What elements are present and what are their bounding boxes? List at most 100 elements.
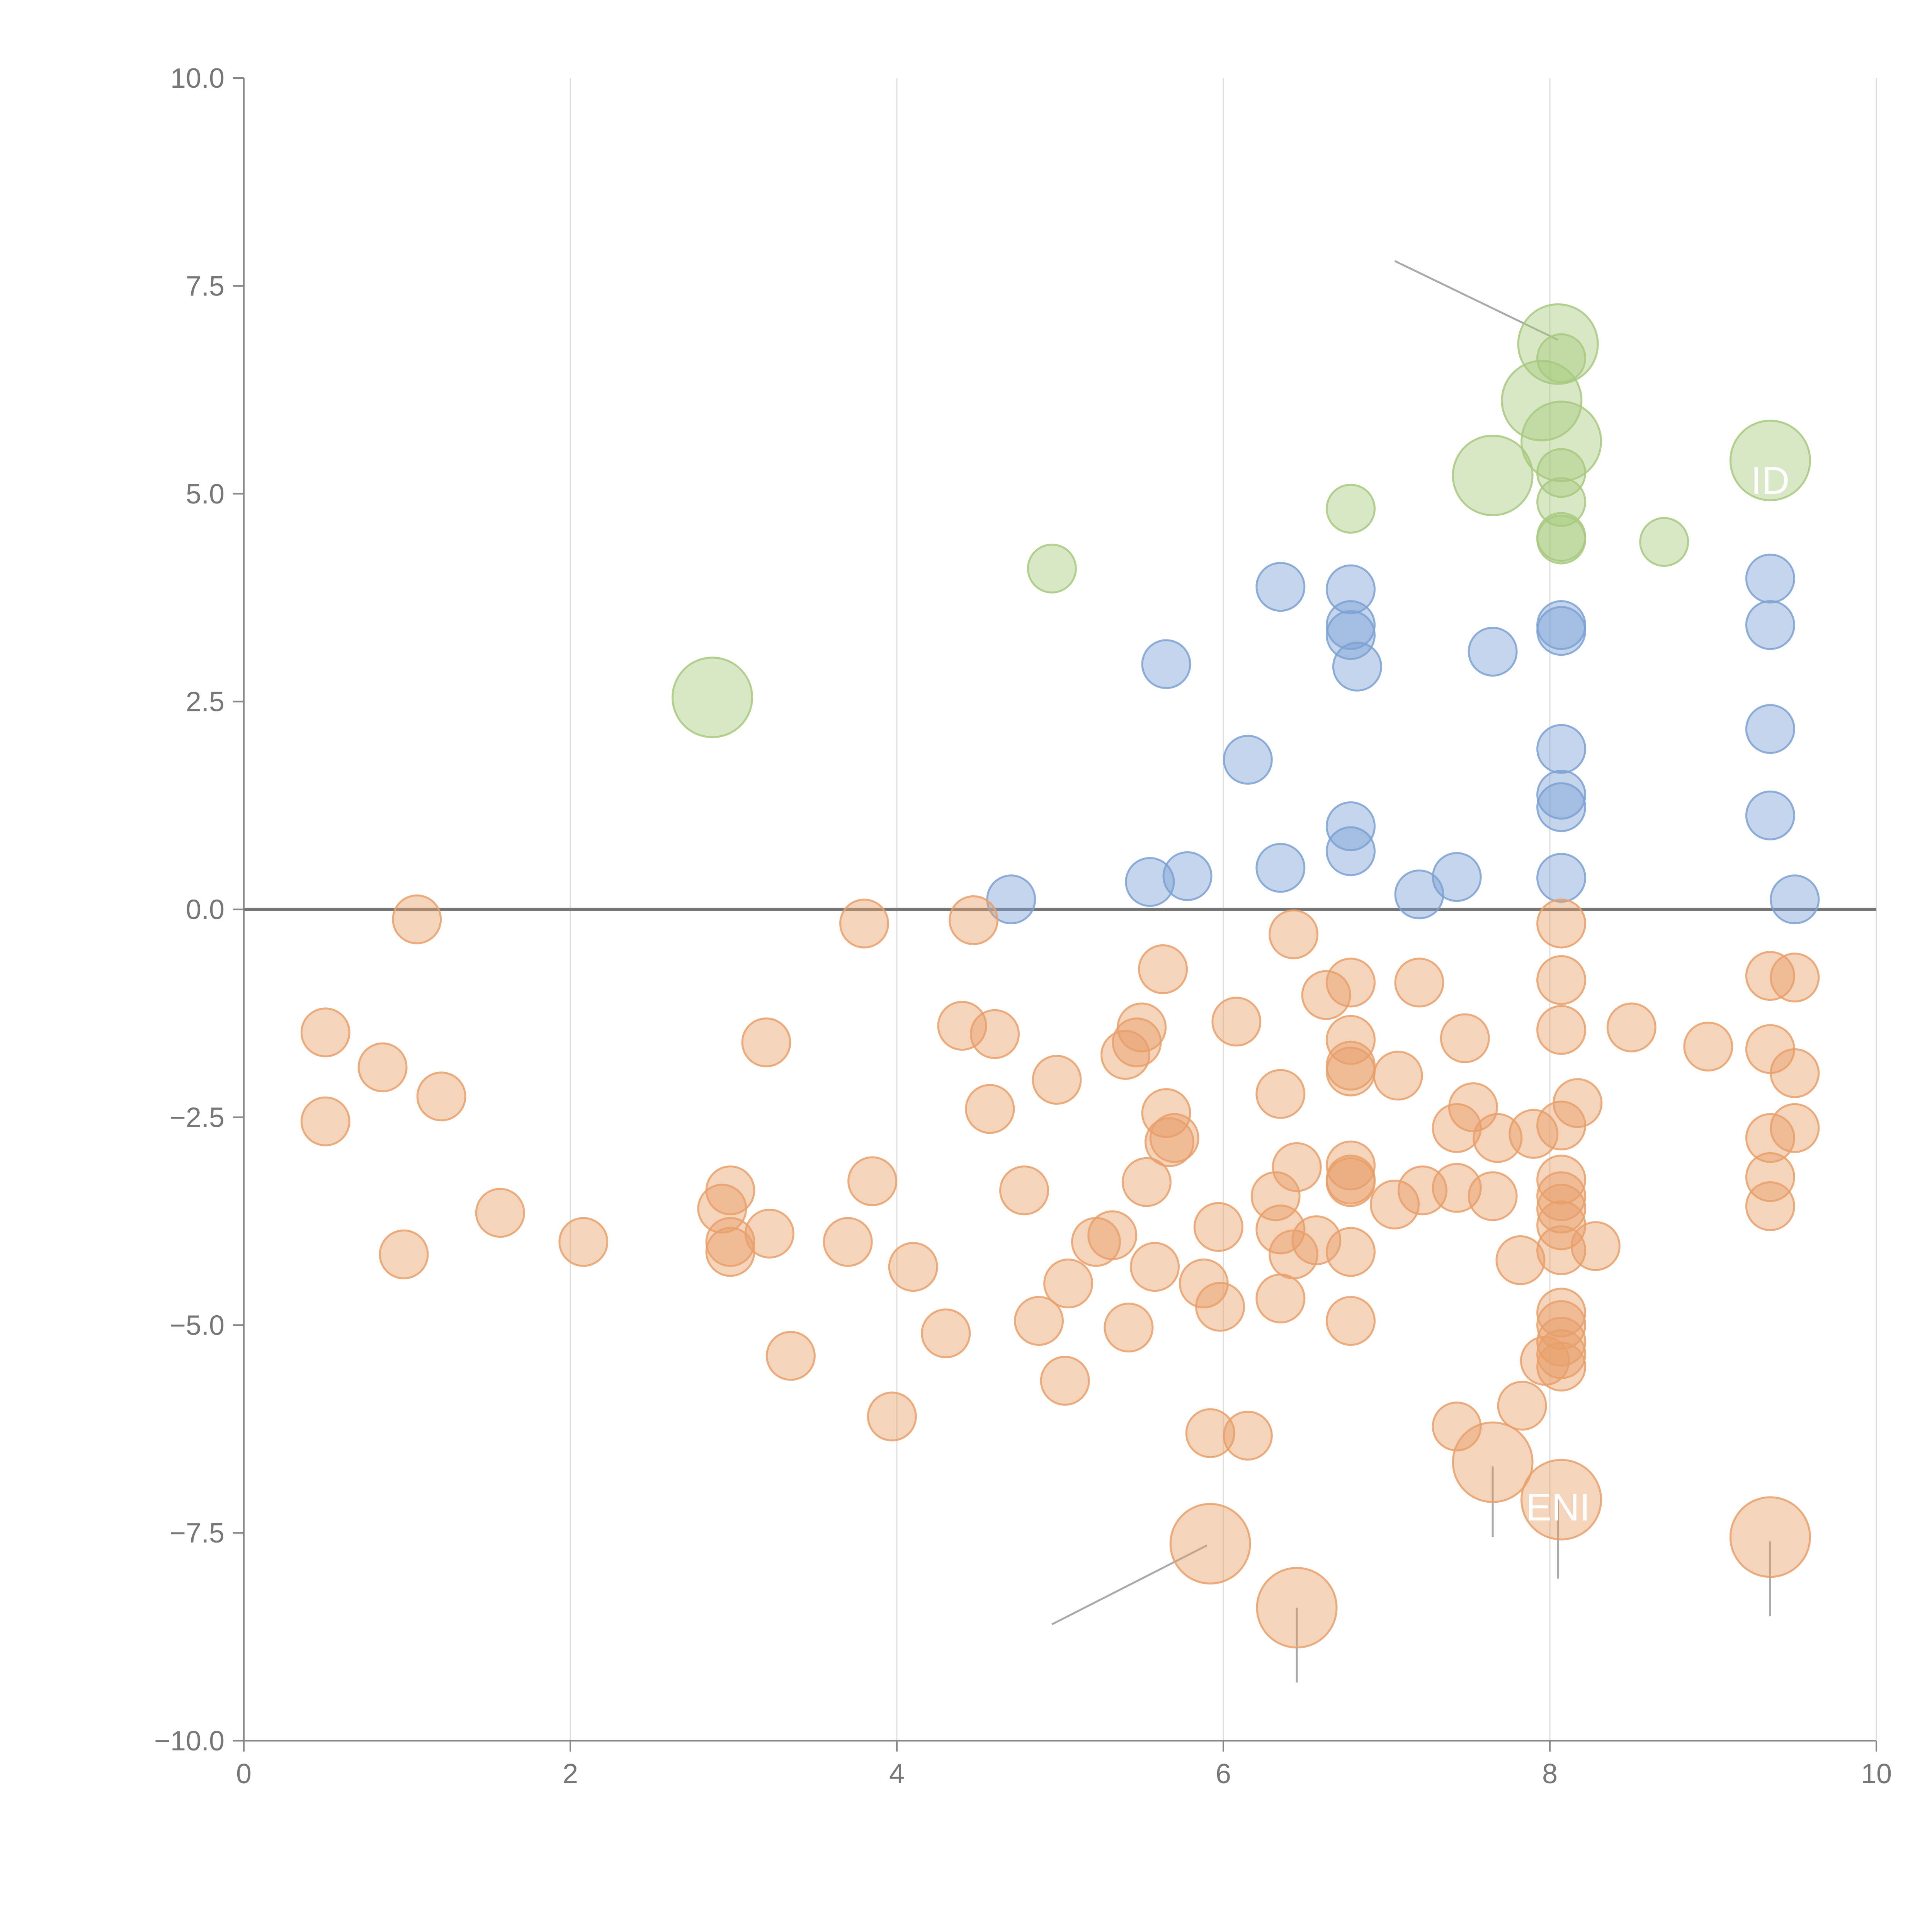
- annotation-leader-line: [1051, 1544, 1208, 1626]
- blue-data-point: [1326, 600, 1376, 650]
- orange-data-point: [1326, 1296, 1376, 1346]
- blue-data-point: [1536, 853, 1587, 903]
- y-tick-label: −10.0: [154, 1726, 224, 1757]
- blue-data-point: [1432, 852, 1482, 902]
- orange-data-point: [1370, 1179, 1420, 1230]
- orange-data-point: [1169, 1503, 1251, 1585]
- orange-data-point: [1452, 1421, 1534, 1503]
- green-data-point: [1536, 477, 1587, 527]
- orange-data-point: [1014, 1296, 1064, 1346]
- y-tick-label: 5.0: [186, 479, 224, 510]
- blue-data-point: [1326, 801, 1376, 851]
- blue-data-point: [1326, 826, 1376, 876]
- orange-data-point: [1683, 1021, 1733, 1071]
- orange-data-point: [1185, 1408, 1235, 1458]
- annotation-leader-line: [1525, 389, 1542, 395]
- orange-data-point: [1326, 1227, 1376, 1277]
- orange-data-point: [1193, 1202, 1243, 1252]
- x-tick-label: 6: [1216, 1759, 1231, 1789]
- orange-data-point: [1473, 1113, 1523, 1163]
- orange-data-point: [1130, 1242, 1180, 1292]
- orange-data-point: [1255, 1273, 1306, 1323]
- orange-data-point: [1536, 1300, 1587, 1350]
- series-orange: [300, 894, 1820, 1649]
- orange-data-point: [1553, 1078, 1603, 1128]
- orange-data-point: [392, 894, 442, 944]
- orange-data-point: [1301, 970, 1351, 1020]
- blue-data-point: [1255, 562, 1306, 612]
- orange-data-point: [1394, 957, 1444, 1008]
- blue-data-point: [1536, 782, 1587, 832]
- blue-data-point: [1468, 627, 1518, 677]
- green-data-point: [1501, 360, 1583, 442]
- annotation-leader-line: [1566, 426, 1583, 437]
- orange-data-point: [1121, 1157, 1172, 1207]
- orange-data-point: [970, 1009, 1020, 1059]
- labels-layer: ENI ID: [1526, 459, 1790, 1529]
- orange-data-point: [888, 1242, 938, 1292]
- green-data-point: [1027, 543, 1077, 594]
- green-data-point: [1326, 483, 1376, 534]
- green-data-point: [1536, 333, 1587, 383]
- annotation-leader-line: [1770, 455, 1779, 461]
- orange-data-point: [965, 1084, 1015, 1134]
- orange-data-point: [1497, 1381, 1547, 1431]
- green-data-point: [1536, 514, 1587, 565]
- orange-data-point: [1536, 898, 1587, 949]
- blue-data-point: [1255, 843, 1306, 893]
- orange-data-point: [1032, 1055, 1082, 1105]
- orange-data-point: [1326, 957, 1376, 1008]
- blue-data-point: [1745, 790, 1795, 840]
- orange-data-point: [300, 1007, 350, 1058]
- orange-data-point: [937, 1001, 987, 1051]
- orange-data-point: [1432, 1401, 1482, 1452]
- orange-data-point: [1536, 1329, 1587, 1379]
- orange-data-point: [357, 1042, 408, 1092]
- orange-data-point: [839, 898, 889, 949]
- orange-data-point: [1440, 1013, 1490, 1063]
- orange-data-point: [1448, 1082, 1498, 1133]
- orange-data-point: [1149, 1113, 1199, 1163]
- orange-data-point: [416, 1071, 466, 1122]
- orange-data-point: [1509, 1109, 1559, 1159]
- orange-data-point: [1570, 1221, 1621, 1271]
- orange-data-point: [823, 1217, 873, 1267]
- orange-data-point: [1040, 1355, 1090, 1406]
- orange-data-point: [1291, 1215, 1342, 1265]
- green-data-point: [1639, 517, 1689, 567]
- orange-data-point: [1117, 1002, 1167, 1053]
- blue-data-point: [1223, 735, 1273, 785]
- orange-data-point: [1250, 1171, 1301, 1221]
- orange-data-point: [1495, 1235, 1546, 1285]
- annotation-label: ID: [1751, 459, 1789, 502]
- orange-data-point: [1269, 909, 1319, 959]
- blue-data-point: [1162, 851, 1213, 901]
- orange-data-point: [1211, 997, 1262, 1047]
- blue-data-point: [1745, 553, 1795, 604]
- orange-data-point: [1326, 1140, 1376, 1190]
- orange-data-point: [1195, 1282, 1245, 1332]
- orange-data-point: [1326, 1046, 1376, 1097]
- axes-layer: −10.0 −7.5 −5.0 −2.5 0.0 2.5 5.0 7.5 10.0 0 2 4 6 8 10: [154, 63, 1892, 1789]
- x-tick-label: 4: [889, 1759, 905, 1789]
- green-data-point: [1729, 420, 1811, 502]
- blue-data-point: [1326, 564, 1376, 614]
- blue-data-point: [1770, 874, 1820, 925]
- x-tick-label: 2: [563, 1759, 578, 1789]
- y-tick-label: −2.5: [170, 1102, 224, 1133]
- orange-data-point: [475, 1188, 525, 1238]
- orange-data-point: [744, 1209, 794, 1259]
- annotation-leader-line: [1475, 485, 1486, 498]
- y-tick-label: 0.0: [186, 895, 224, 925]
- orange-data-point: [1326, 1015, 1376, 1065]
- orange-data-point: [1223, 1410, 1273, 1461]
- x-tick-label: 0: [236, 1759, 252, 1789]
- orange-data-point: [1745, 1152, 1795, 1202]
- orange-data-point: [949, 895, 999, 945]
- orange-data-point: [1536, 955, 1587, 1005]
- blue-data-point: [1394, 869, 1444, 920]
- blue-data-point: [1125, 857, 1175, 907]
- y-tick-label: 7.5: [186, 271, 224, 302]
- orange-data-point: [1536, 1184, 1587, 1234]
